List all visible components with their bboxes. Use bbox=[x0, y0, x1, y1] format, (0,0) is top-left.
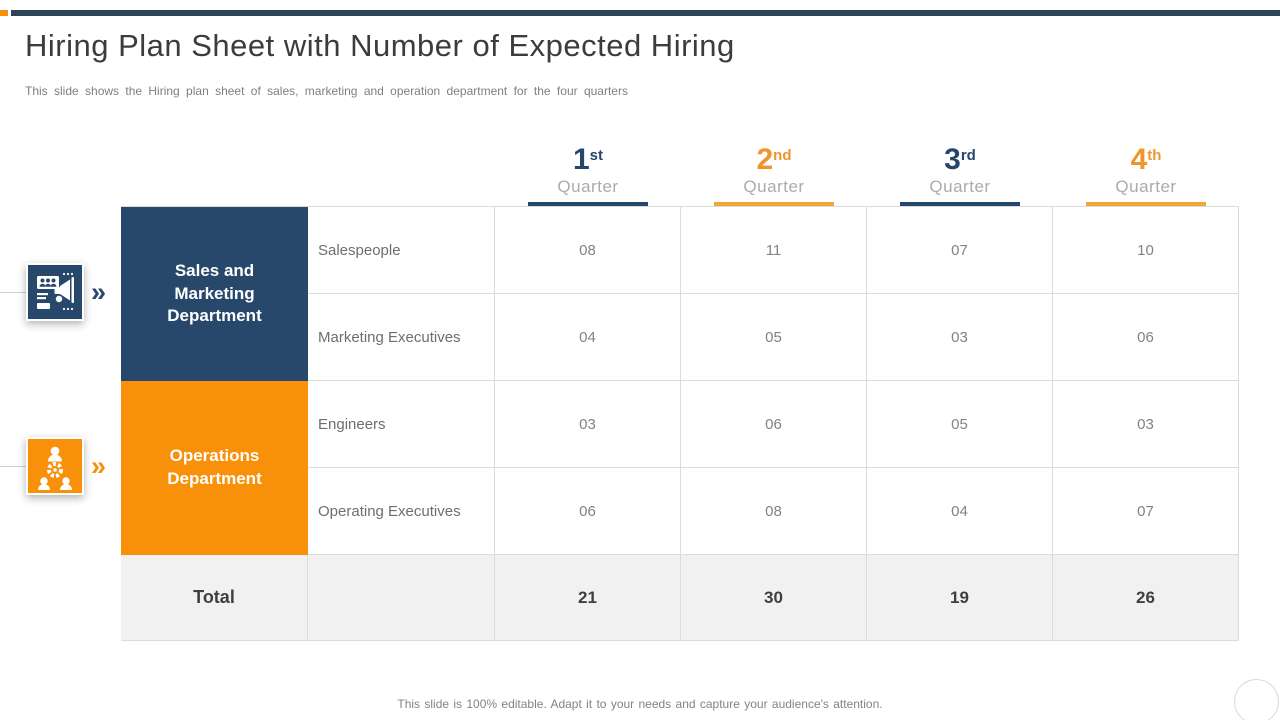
table-value: 06 bbox=[681, 381, 867, 468]
quarter-underline bbox=[1086, 202, 1206, 206]
table-value: 03 bbox=[495, 381, 681, 468]
quarter-underline bbox=[714, 202, 834, 206]
quarter-header-3: 3rd Quarter bbox=[867, 130, 1053, 206]
quarter-header-4: 4th Quarter bbox=[1053, 130, 1239, 206]
department-cell-operations: Operations Department bbox=[121, 381, 308, 555]
table-value: 04 bbox=[867, 468, 1053, 555]
connector-line bbox=[0, 466, 26, 467]
table-value: 06 bbox=[495, 468, 681, 555]
chevron-right-icon: » bbox=[91, 451, 107, 481]
quarter-word: Quarter bbox=[1115, 177, 1177, 196]
row-label: Operating Executives bbox=[308, 468, 495, 555]
sales-marketing-megaphone-icon bbox=[26, 263, 84, 321]
quarter-number: 1st bbox=[572, 143, 604, 176]
table-value: 07 bbox=[1053, 468, 1239, 555]
table-value: 05 bbox=[867, 381, 1053, 468]
quarter-number: 3rd bbox=[944, 143, 976, 176]
table-value: 07 bbox=[867, 207, 1053, 294]
quarter-header-1: 1st Quarter bbox=[495, 130, 681, 206]
quarter-word: Quarter bbox=[929, 177, 991, 196]
table-value: 03 bbox=[867, 294, 1053, 381]
quarter-underline bbox=[528, 202, 648, 206]
corner-circle-decoration bbox=[1234, 679, 1279, 720]
quarter-underline bbox=[900, 202, 1020, 206]
connector-line bbox=[0, 292, 26, 293]
table-value: 08 bbox=[681, 468, 867, 555]
quarter-header-row: 1st Quarter 2nd Quarter 3rd Quarter 4th … bbox=[121, 130, 1239, 206]
quarter-word: Quarter bbox=[557, 177, 619, 196]
operations-team-gear-icon bbox=[26, 437, 84, 495]
table-value: 06 bbox=[1053, 294, 1239, 381]
total-value: 19 bbox=[867, 555, 1053, 641]
table-value: 08 bbox=[495, 207, 681, 294]
page-subtitle: This slide shows the Hiring plan sheet o… bbox=[25, 84, 628, 98]
top-accent-bar-navy bbox=[11, 10, 1280, 16]
total-row-label: Total bbox=[121, 555, 308, 641]
department-cell-sales-marketing: Sales and Marketing Department bbox=[121, 207, 308, 381]
row-label: Marketing Executives bbox=[308, 294, 495, 381]
quarter-word: Quarter bbox=[743, 177, 805, 196]
total-value: 26 bbox=[1053, 555, 1239, 641]
total-value: 30 bbox=[681, 555, 867, 641]
table-value: 11 bbox=[681, 207, 867, 294]
quarter-number: 4th bbox=[1130, 143, 1162, 176]
hiring-plan-table: Sales and Marketing Department Salespeop… bbox=[121, 206, 1239, 641]
quarter-number: 2nd bbox=[756, 143, 792, 176]
chevron-right-icon: » bbox=[91, 277, 107, 307]
table-value: 03 bbox=[1053, 381, 1239, 468]
page-title: Hiring Plan Sheet with Number of Expecte… bbox=[25, 28, 735, 63]
total-row-empty-cell bbox=[308, 555, 495, 641]
top-accent-bar-orange bbox=[0, 10, 8, 16]
slide-footer-note: This slide is 100% editable. Adapt it to… bbox=[397, 697, 883, 711]
row-label: Engineers bbox=[308, 381, 495, 468]
table-value: 04 bbox=[495, 294, 681, 381]
table-value: 10 bbox=[1053, 207, 1239, 294]
row-label: Salespeople bbox=[308, 207, 495, 294]
quarter-header-2: 2nd Quarter bbox=[681, 130, 867, 206]
table-value: 05 bbox=[681, 294, 867, 381]
total-value: 21 bbox=[495, 555, 681, 641]
